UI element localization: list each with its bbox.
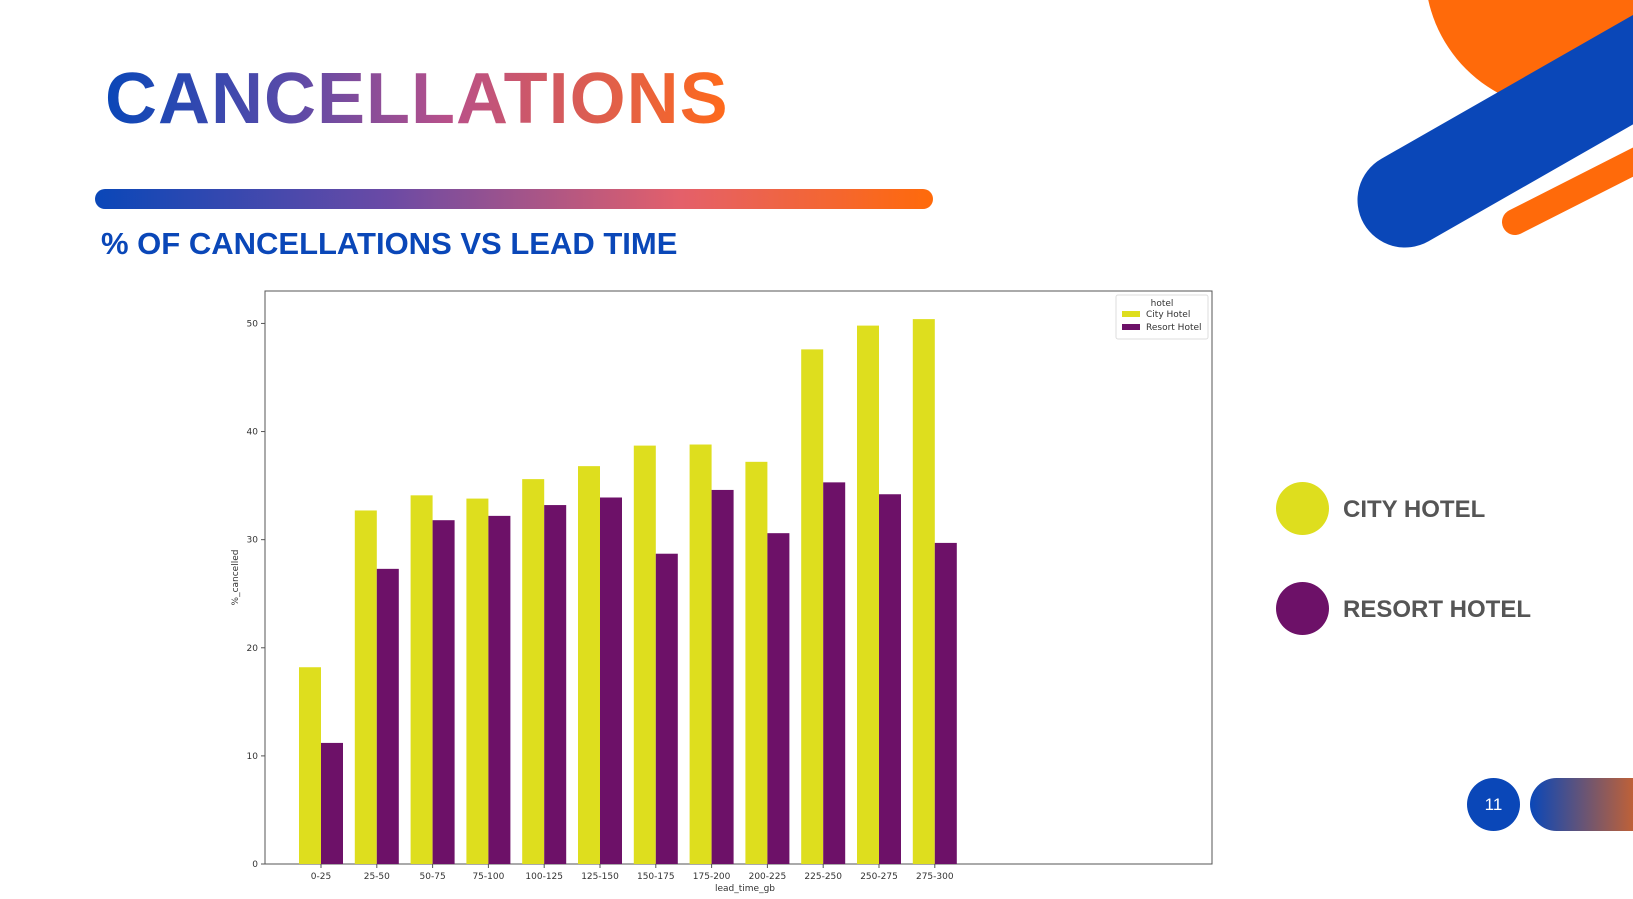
x-tick-label: 0-25 bbox=[311, 872, 331, 882]
bar-resort-hotel-75-100 bbox=[488, 515, 511, 864]
x-axis-label: lead_time_gb bbox=[715, 884, 775, 894]
legend-title: hotel bbox=[1151, 299, 1174, 309]
bar-resort-hotel-25-50 bbox=[376, 568, 399, 864]
city-hotel-legend-dot bbox=[1276, 482, 1329, 535]
blue-stripe-decoration bbox=[1357, 15, 1633, 248]
bar-resort-hotel-50-75 bbox=[432, 520, 455, 864]
bar-city-hotel-25-50 bbox=[354, 510, 377, 864]
chart-subtitle: % OF CANCELLATIONS VS LEAD TIME bbox=[101, 226, 678, 261]
bars-group bbox=[299, 319, 957, 865]
y-tick-label: 20 bbox=[247, 644, 259, 654]
y-axis-label: %_cancelled bbox=[231, 550, 241, 606]
bar-city-hotel-250-275 bbox=[857, 325, 879, 865]
bar-resort-hotel-200-225 bbox=[767, 533, 790, 864]
y-tick-label: 30 bbox=[247, 536, 259, 546]
y-tick-label: 0 bbox=[252, 860, 258, 870]
legend-entry-label: Resort Hotel bbox=[1146, 323, 1202, 333]
bar-city-hotel-275-300 bbox=[912, 319, 935, 864]
x-tick-label: 75-100 bbox=[472, 872, 504, 882]
bar-resort-hotel-175-200 bbox=[711, 489, 734, 864]
y-tick-label: 50 bbox=[247, 319, 259, 329]
resort-hotel-legend-label: RESORT HOTEL bbox=[1343, 596, 1532, 623]
legend-entry-label: City Hotel bbox=[1146, 310, 1190, 320]
page-number: 11 bbox=[1467, 778, 1520, 831]
page-number-pill-decoration bbox=[1530, 778, 1633, 831]
x-tick-label: 225-250 bbox=[804, 872, 842, 882]
bar-city-hotel-200-225 bbox=[745, 461, 768, 864]
bar-resort-hotel-125-150 bbox=[600, 497, 622, 864]
x-tick-label: 50-75 bbox=[420, 872, 446, 882]
x-axis: 0-25 25-50 50-75 75-100 100-125 125-150 150-17… bbox=[311, 864, 954, 882]
x-tick-label: 200-225 bbox=[749, 872, 787, 882]
bar-city-hotel-125-150 bbox=[578, 466, 600, 864]
y-tick-label: 10 bbox=[247, 752, 259, 762]
x-tick-label: 25-50 bbox=[364, 872, 390, 882]
bar-city-hotel-75-100 bbox=[466, 498, 489, 864]
bar-resort-hotel-225-250 bbox=[823, 482, 846, 864]
x-tick-label: 250-275 bbox=[860, 872, 898, 882]
x-tick-label: 275-300 bbox=[916, 872, 954, 882]
resort-hotel-legend-dot bbox=[1276, 582, 1329, 635]
plot-frame bbox=[264, 290, 1213, 865]
x-tick-label: 150-175 bbox=[637, 872, 675, 882]
orange-stripe-decoration bbox=[1502, 147, 1633, 235]
legend-swatch bbox=[1122, 311, 1140, 317]
bar-chart: 0 10 20 30 40 50 0-25 25-50 50-75 75-100 100-125 1… bbox=[231, 290, 1213, 894]
bar-city-hotel-100-125 bbox=[522, 479, 545, 864]
bar-resort-hotel-275-300 bbox=[934, 542, 957, 864]
bar-city-hotel-175-200 bbox=[689, 444, 712, 864]
x-tick-label: 125-150 bbox=[581, 872, 619, 882]
bar-resort-hotel-150-175 bbox=[655, 553, 678, 864]
x-tick-label: 175-200 bbox=[693, 872, 731, 882]
page-title: CANCELLATIONS bbox=[105, 59, 729, 139]
bar-resort-hotel-100-125 bbox=[544, 505, 567, 864]
bar-resort-hotel-0-25 bbox=[321, 742, 343, 864]
bar-city-hotel-150-175 bbox=[633, 445, 656, 864]
y-axis: 0 10 20 30 40 50 bbox=[247, 319, 265, 870]
title-underline bbox=[95, 189, 933, 209]
y-tick-label: 40 bbox=[247, 428, 259, 438]
bar-city-hotel-50-75 bbox=[410, 495, 433, 864]
bar-resort-hotel-250-275 bbox=[879, 494, 901, 864]
bar-city-hotel-225-250 bbox=[801, 349, 824, 865]
city-hotel-legend-label: CITY HOTEL bbox=[1343, 496, 1486, 523]
bar-city-hotel-0-25 bbox=[299, 667, 321, 864]
x-tick-label: 100-125 bbox=[525, 872, 563, 882]
legend-swatch bbox=[1122, 324, 1140, 330]
